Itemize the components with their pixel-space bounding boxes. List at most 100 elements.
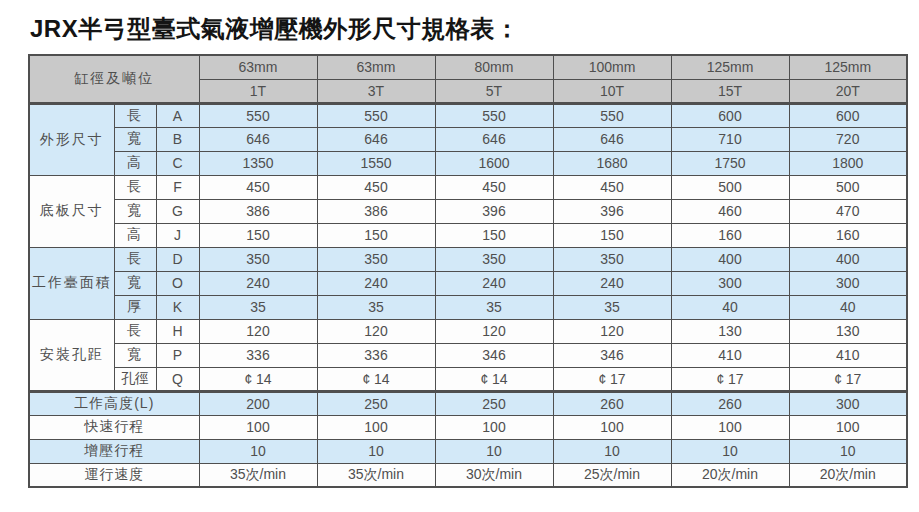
value-cell: 396 xyxy=(435,199,553,223)
dim-label-cell: 長 xyxy=(114,175,156,199)
value-cell: 120 xyxy=(435,319,553,343)
dim-label-cell: 長 xyxy=(114,103,156,127)
value-cell: 20次/min xyxy=(671,463,789,487)
value-cell: 25次/min xyxy=(553,463,671,487)
letter-cell: H xyxy=(156,319,199,343)
letter-cell: O xyxy=(156,271,199,295)
group-label-cell: 外形尺寸 xyxy=(29,103,114,175)
value-cell: 400 xyxy=(671,247,789,271)
letter-cell: G xyxy=(156,199,199,223)
value-cell: 1800 xyxy=(789,151,907,175)
table-row: 寬 P 336 336 346 346 410 410 xyxy=(29,343,907,367)
table-row: 快速行程 100 100 100 100 100 100 xyxy=(29,415,907,439)
value-cell: 350 xyxy=(317,247,435,271)
value-cell: 240 xyxy=(317,271,435,295)
value-cell: 336 xyxy=(199,343,317,367)
table-row: 外形尺寸 長 A 550 550 550 550 600 600 xyxy=(29,103,907,127)
tonnage-header-cell: 10T xyxy=(553,79,671,103)
value-cell: 130 xyxy=(789,319,907,343)
value-cell: 260 xyxy=(553,391,671,415)
value-cell: 240 xyxy=(435,271,553,295)
bore-header-cell: 125mm xyxy=(789,55,907,79)
value-cell: ¢ 17 xyxy=(789,367,907,391)
value-cell: 35次/min xyxy=(317,463,435,487)
letter-cell: J xyxy=(156,223,199,247)
header-row-bore: 缸徑及噸位 63mm 63mm 80mm 100mm 125mm 125mm xyxy=(29,55,907,79)
value-cell: 550 xyxy=(435,103,553,127)
value-cell: 35 xyxy=(317,295,435,319)
value-cell: 10 xyxy=(317,439,435,463)
letter-cell: B xyxy=(156,127,199,151)
group-label-cell: 安裝孔距 xyxy=(29,319,114,391)
letter-cell: C xyxy=(156,151,199,175)
value-cell: 396 xyxy=(553,199,671,223)
value-cell: 100 xyxy=(671,415,789,439)
value-cell: 386 xyxy=(199,199,317,223)
letter-cell: A xyxy=(156,103,199,127)
footer-label-cell: 運行速度 xyxy=(29,463,199,487)
value-cell: 20次/min xyxy=(789,463,907,487)
tonnage-header-cell: 1T xyxy=(199,79,317,103)
value-cell: 600 xyxy=(671,103,789,127)
footer-label-cell: 工作高度(L) xyxy=(29,391,199,415)
value-cell: 346 xyxy=(553,343,671,367)
spec-table: 缸徑及噸位 63mm 63mm 80mm 100mm 125mm 125mm 1… xyxy=(28,54,908,488)
dim-label-cell: 寬 xyxy=(114,271,156,295)
letter-cell: D xyxy=(156,247,199,271)
value-cell: 410 xyxy=(671,343,789,367)
value-cell: 450 xyxy=(435,175,553,199)
value-cell: 350 xyxy=(553,247,671,271)
value-cell: 450 xyxy=(317,175,435,199)
value-cell: 100 xyxy=(553,415,671,439)
value-cell: 100 xyxy=(789,415,907,439)
table-row: 工作高度(L) 200 250 250 260 260 300 xyxy=(29,391,907,415)
value-cell: 10 xyxy=(199,439,317,463)
value-cell: 30次/min xyxy=(435,463,553,487)
dim-label-cell: 長 xyxy=(114,247,156,271)
value-cell: ¢ 14 xyxy=(435,367,553,391)
letter-cell: K xyxy=(156,295,199,319)
value-cell: 386 xyxy=(317,199,435,223)
value-cell: 200 xyxy=(199,391,317,415)
value-cell: 1600 xyxy=(435,151,553,175)
table-row: 厚 K 35 35 35 35 40 40 xyxy=(29,295,907,319)
value-cell: 646 xyxy=(199,127,317,151)
letter-cell: F xyxy=(156,175,199,199)
value-cell: 1550 xyxy=(317,151,435,175)
value-cell: 10 xyxy=(435,439,553,463)
value-cell: 250 xyxy=(435,391,553,415)
value-cell: 150 xyxy=(317,223,435,247)
footer-label-cell: 快速行程 xyxy=(29,415,199,439)
value-cell: 100 xyxy=(317,415,435,439)
value-cell: 240 xyxy=(199,271,317,295)
value-cell: 350 xyxy=(199,247,317,271)
value-cell: 35 xyxy=(435,295,553,319)
value-cell: 1350 xyxy=(199,151,317,175)
value-cell: 100 xyxy=(435,415,553,439)
value-cell: 470 xyxy=(789,199,907,223)
group-label-cell: 工作臺面積 xyxy=(29,247,114,319)
value-cell: 10 xyxy=(671,439,789,463)
footer-label-cell: 增壓行程 xyxy=(29,439,199,463)
value-cell: 350 xyxy=(435,247,553,271)
value-cell: 120 xyxy=(317,319,435,343)
value-cell: 100 xyxy=(199,415,317,439)
value-cell: 460 xyxy=(671,199,789,223)
value-cell: 710 xyxy=(671,127,789,151)
value-cell: 300 xyxy=(671,271,789,295)
value-cell: 450 xyxy=(199,175,317,199)
dim-label-cell: 高 xyxy=(114,223,156,247)
value-cell: 240 xyxy=(553,271,671,295)
value-cell: ¢ 14 xyxy=(199,367,317,391)
letter-cell: P xyxy=(156,343,199,367)
value-cell: 130 xyxy=(671,319,789,343)
value-cell: 500 xyxy=(671,175,789,199)
table-row: 工作臺面積 長 D 350 350 350 350 400 400 xyxy=(29,247,907,271)
value-cell: 646 xyxy=(553,127,671,151)
value-cell: 120 xyxy=(553,319,671,343)
value-cell: ¢ 17 xyxy=(553,367,671,391)
value-cell: 550 xyxy=(317,103,435,127)
value-cell: 150 xyxy=(199,223,317,247)
dim-label-cell: 孔徑 xyxy=(114,367,156,391)
value-cell: 250 xyxy=(317,391,435,415)
